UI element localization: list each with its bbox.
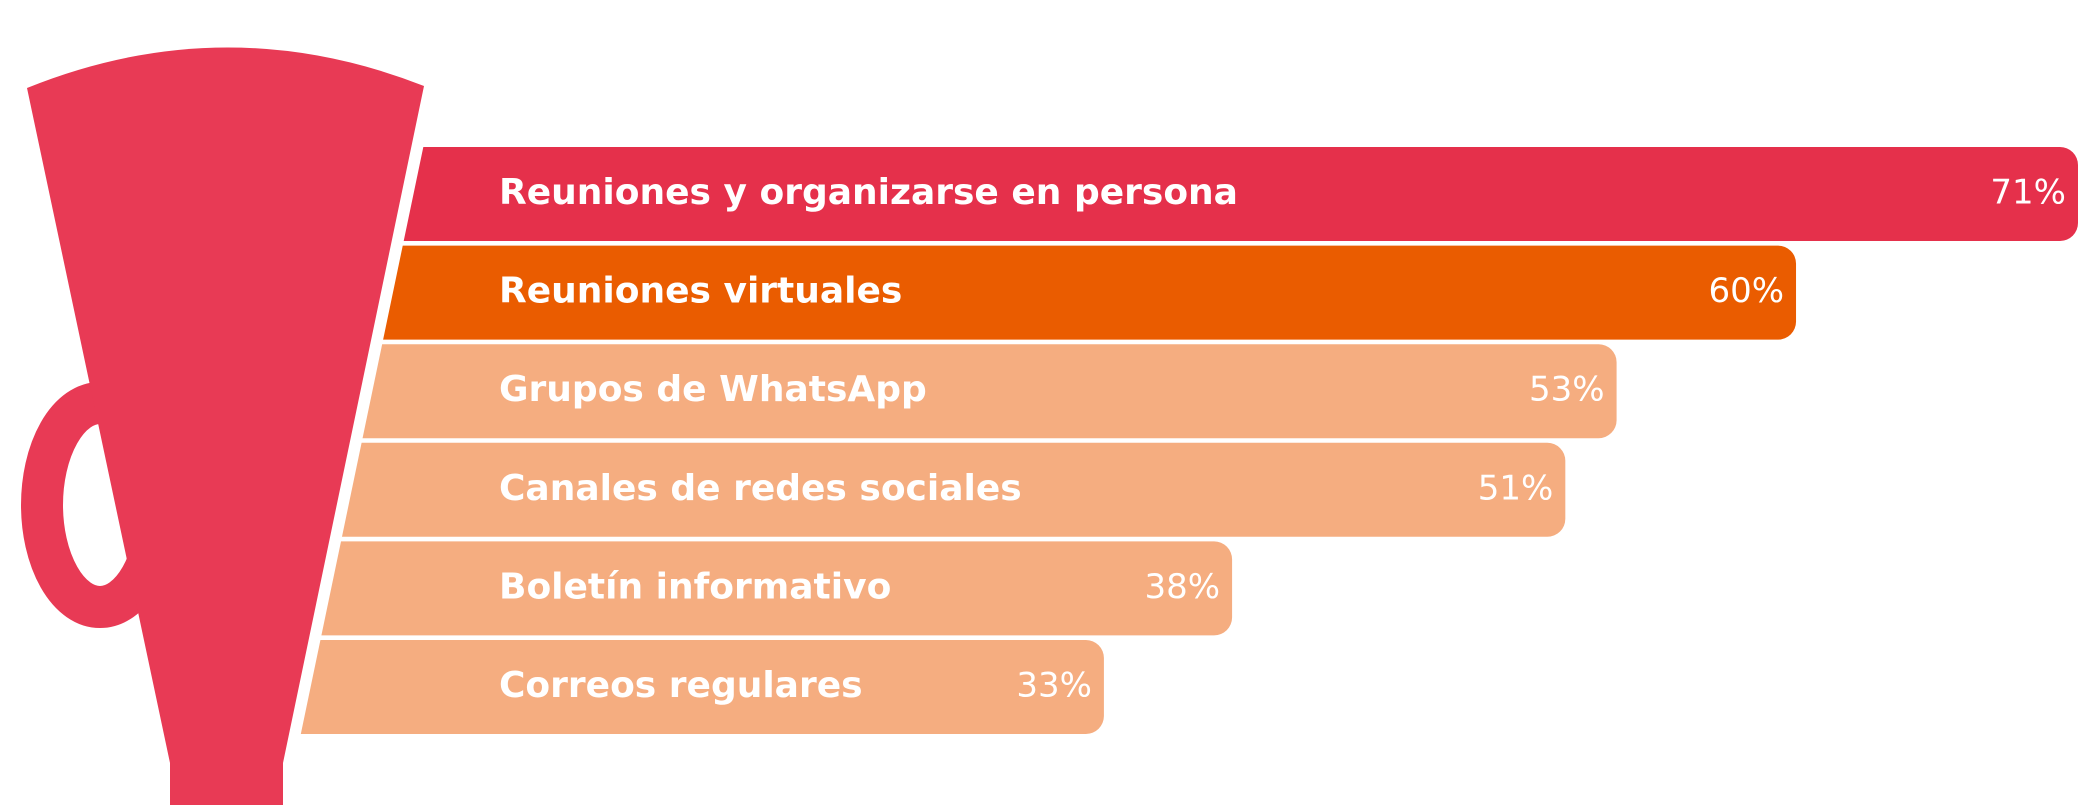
megaphone-cone — [27, 47, 424, 764]
category-label: Boletín informativo — [499, 566, 891, 607]
labels: Reuniones y organizarse en persona 71% Reu… — [499, 172, 2066, 706]
bar — [200, 147, 2078, 241]
bar — [200, 541, 1233, 636]
bar — [200, 245, 1797, 340]
megaphone-base — [170, 760, 283, 805]
value-label: 53% — [1529, 370, 1605, 410]
bar — [200, 442, 1566, 537]
category-label: Reuniones virtuales — [499, 271, 902, 312]
value-label: 71% — [1990, 173, 2066, 213]
value-label: 51% — [1478, 468, 1554, 508]
value-label: 60% — [1708, 271, 1784, 311]
megaphone-illustration — [21, 47, 424, 805]
value-label: 38% — [1145, 567, 1221, 607]
bar — [200, 344, 1617, 439]
value-label: 33% — [1016, 666, 1092, 706]
category-label: Reuniones y organizarse en persona — [499, 172, 1238, 213]
category-label: Canales de redes sociales — [499, 468, 1022, 509]
bars — [200, 147, 2078, 734]
category-label: Grupos de WhatsApp — [499, 369, 927, 410]
bar — [200, 640, 1104, 734]
category-label: Correos regulares — [499, 665, 863, 706]
